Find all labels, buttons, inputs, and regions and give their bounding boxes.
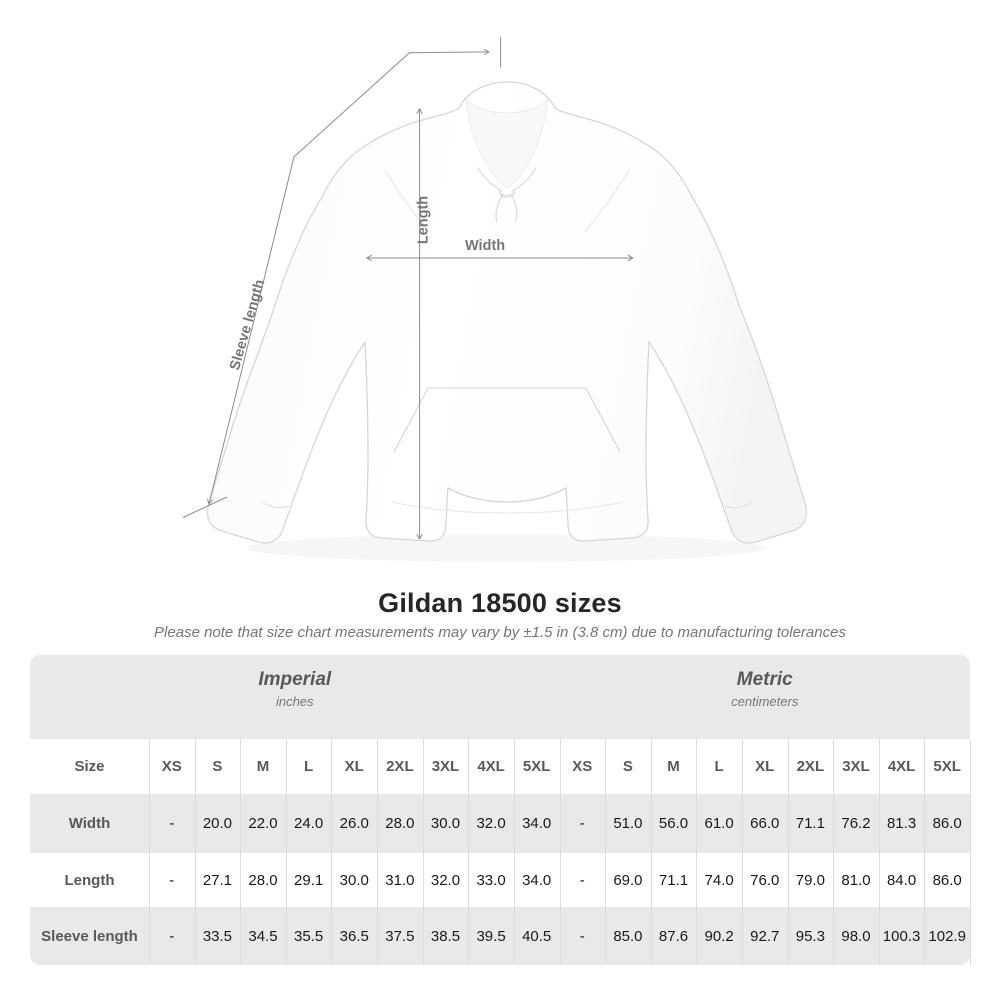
svg-text:Width: Width	[465, 238, 505, 254]
svg-text:Length: Length	[416, 196, 432, 244]
